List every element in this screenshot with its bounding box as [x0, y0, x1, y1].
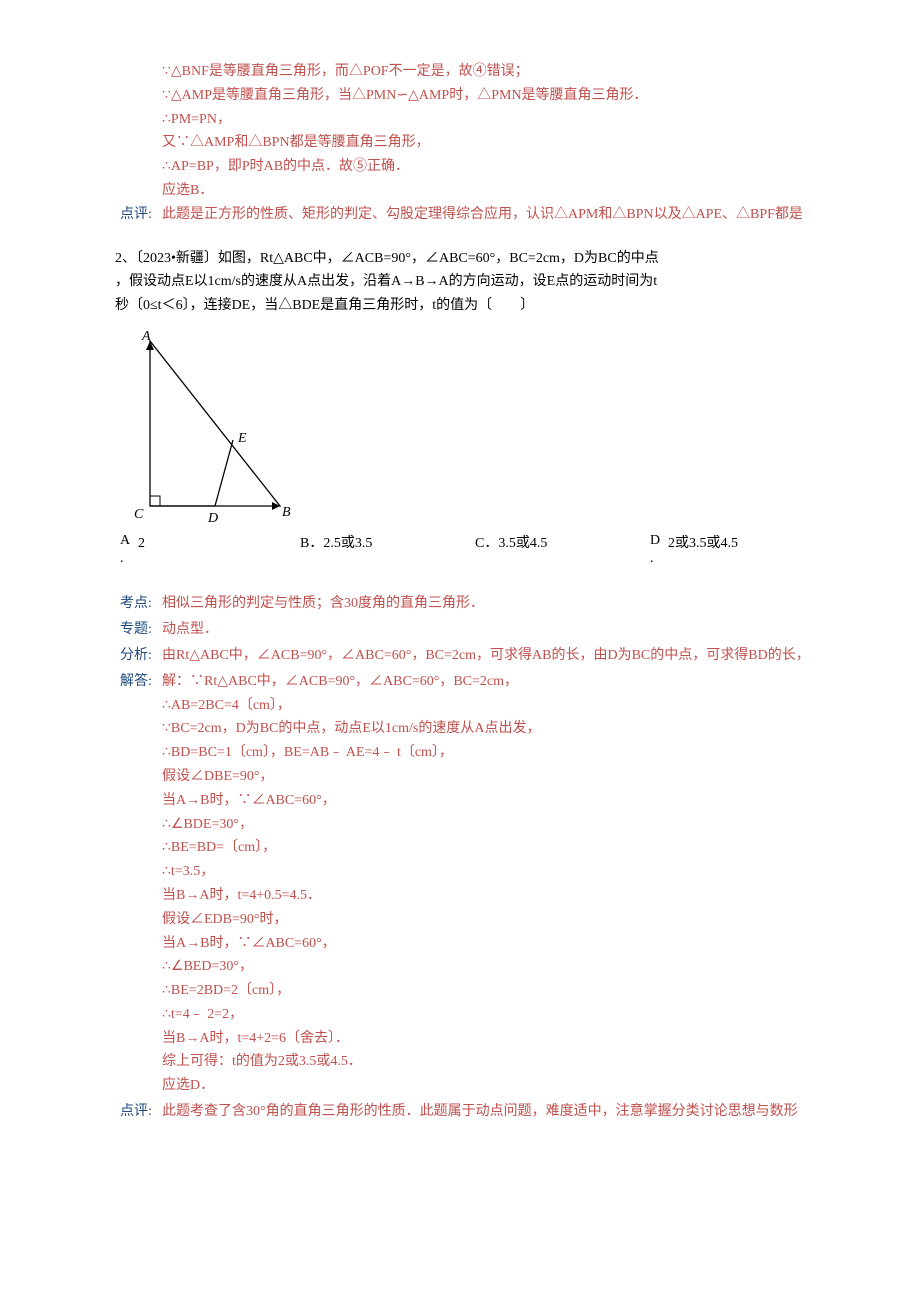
q1-line-2: ∵△AMP是等腰直角三角形，当△PMN∽△AMP时，△PMN是等腰直角三角形．: [162, 84, 880, 108]
q2-jd-line-13: ∴BE=2BD=2〔cm〕，: [162, 979, 880, 1003]
q1-answer-tail: ∵△BNF是等腰直角三角形，而△POF不一定是，故④错误； ∵△AMP是等腰直角…: [162, 60, 880, 203]
q1-dianping-text: 此题是正方形的性质、矩形的判定、勾股定理得综合应用，认识△APM和△BPN以及△…: [162, 203, 880, 227]
q2-figure-label-B: B: [282, 505, 291, 520]
q2-jd-line-1: ∴AB=2BC=4〔cm〕，: [162, 694, 880, 718]
q1-line-4: 又∵△AMP和△BPN都是等腰直角三角形，: [162, 131, 880, 155]
q2-fenxi-text: 由Rt△ABC中，∠ACB=90°，∠ABC=60°，BC=2cm，可求得AB的…: [162, 644, 880, 668]
q2-jd-line-0: 解：∵Rt△ABC中，∠ACB=90°，∠ABC=60°，BC=2cm，: [162, 670, 880, 694]
q2-jd-line-6: ∴∠BDE=30°，: [162, 813, 880, 837]
q2-dianping-row: 点评: 此题考查了含30°角的直角三角形的性质．此题属于动点问题，难度适中，注意…: [120, 1100, 880, 1124]
q1-line-5: ∴AP=BP，即P时AB的中点．故⑤正确．: [162, 155, 880, 179]
q2-jd-line-17: 应选D．: [162, 1074, 880, 1098]
q2-jd-line-9: 当B→A时，t=4+0.5=4.5．: [162, 884, 880, 908]
q2-option-c: C．3.5或4.5: [475, 532, 650, 568]
q2-fenxi-label: 分析:: [120, 644, 162, 668]
q2-jieda-content: 解：∵Rt△ABC中，∠ACB=90°，∠ABC=60°，BC=2cm， ∴AB…: [162, 670, 880, 1098]
q2-stem-line3: 秒〔0≤t＜6〕，连接DE，当△BDE是直角三角形时，t的值为〔 〕: [115, 294, 880, 318]
q1-dianping-label: 点评:: [120, 203, 162, 227]
q2-fenxi-row: 分析: 由Rt△ABC中，∠ACB=90°，∠ABC=60°，BC=2cm，可求…: [120, 644, 880, 668]
q2-zhuanti-row: 专题: 动点型．: [120, 618, 880, 642]
q2-jd-line-5: 当A→B时，∵∠ABC=60°，: [162, 789, 880, 813]
q2-jd-line-2: ∵BC=2cm，D为BC的中点，动点E以1cm/s的速度从A点出发，: [162, 717, 880, 741]
q2-zhuanti-label: 专题:: [120, 618, 162, 642]
q2-option-d-dot: .: [650, 550, 668, 568]
q2-zhuanti-text: 动点型．: [162, 618, 880, 642]
q2-option-b: B．2.5或3.5: [300, 532, 475, 568]
q2-jieda-row: 解答: 解：∵Rt△ABC中，∠ACB=90°，∠ABC=60°，BC=2cm，…: [120, 670, 880, 1098]
q1-line-1: ∵△BNF是等腰直角三角形，而△POF不一定是，故④错误；: [162, 60, 880, 84]
q2-jd-line-7: ∴BE=BD=〔cm〕，: [162, 836, 880, 860]
q2-figure-label-C: C: [134, 507, 144, 522]
q2-figure-label-A: A: [141, 329, 151, 344]
q2-kaodian-row: 考点: 相似三角形的判定与性质；含30度角的直角三角形．: [120, 592, 880, 616]
q2-jd-line-10: 假设∠EDB=90°时，: [162, 908, 880, 932]
q2-jd-line-4: 假设∠DBE=90°，: [162, 765, 880, 789]
q2-option-a-letter: A: [120, 532, 138, 550]
q2-option-a: A . 2: [120, 532, 300, 568]
q1-line-6: 应选B．: [162, 179, 880, 203]
q2-option-a-dot: .: [120, 550, 138, 568]
q2-option-d-text: 2或3.5或4.5: [668, 532, 738, 568]
q2-jd-line-16: 综上可得：t的值为2或3.5或4.5．: [162, 1050, 880, 1074]
q2-figure: A B C D E: [120, 326, 302, 526]
q2-jieda-label: 解答:: [120, 670, 162, 694]
q2-option-d: D . 2或3.5或4.5: [650, 532, 850, 568]
q2-kaodian-label: 考点:: [120, 592, 162, 616]
q2-dianping-label: 点评:: [120, 1100, 162, 1124]
q2-option-d-letter: D: [650, 532, 668, 550]
q2-figure-label-D: D: [207, 511, 218, 526]
q2-dianping-text: 此题考查了含30°角的直角三角形的性质．此题属于动点问题，难度适中，注意掌握分类…: [162, 1100, 880, 1124]
q2-figure-label-E: E: [237, 431, 247, 446]
q2-jd-line-3: ∴BD=BC=1〔cm〕，BE=AB﹣ AE=4﹣ t〔cm〕，: [162, 741, 880, 765]
q1-line-3: ∴PM=PN，: [162, 108, 880, 132]
q1-dianping-row: 点评: 此题是正方形的性质、矩形的判定、勾股定理得综合应用，认识△APM和△BP…: [120, 203, 880, 227]
q2-jd-line-15: 当B→A时，t=4+2=6〔舍去〕．: [162, 1027, 880, 1051]
q2-jd-line-12: ∴∠BED=30°，: [162, 955, 880, 979]
q2-option-a-text: 2: [138, 532, 145, 568]
q2-jd-line-14: ∴t=4﹣ 2=2，: [162, 1003, 880, 1027]
q2-kaodian-text: 相似三角形的判定与性质；含30度角的直角三角形．: [162, 592, 880, 616]
q2-stem-line2: ，假设动点E以1cm/s的速度从A点出发，沿着A→B→A的方向运动，设E点的运动…: [115, 270, 880, 294]
q2-jd-line-8: ∴t=3.5，: [162, 860, 880, 884]
q2-jd-line-11: 当A→B时，∵∠ABC=60°，: [162, 932, 880, 956]
q2-stem-line1: 2、〔2023•新疆〕如图，Rt△ABC中，∠ACB=90°，∠ABC=60°，…: [115, 247, 880, 271]
q2-options: A . 2 B．2.5或3.5 C．3.5或4.5 D . 2或3.5或4.5: [120, 532, 880, 568]
